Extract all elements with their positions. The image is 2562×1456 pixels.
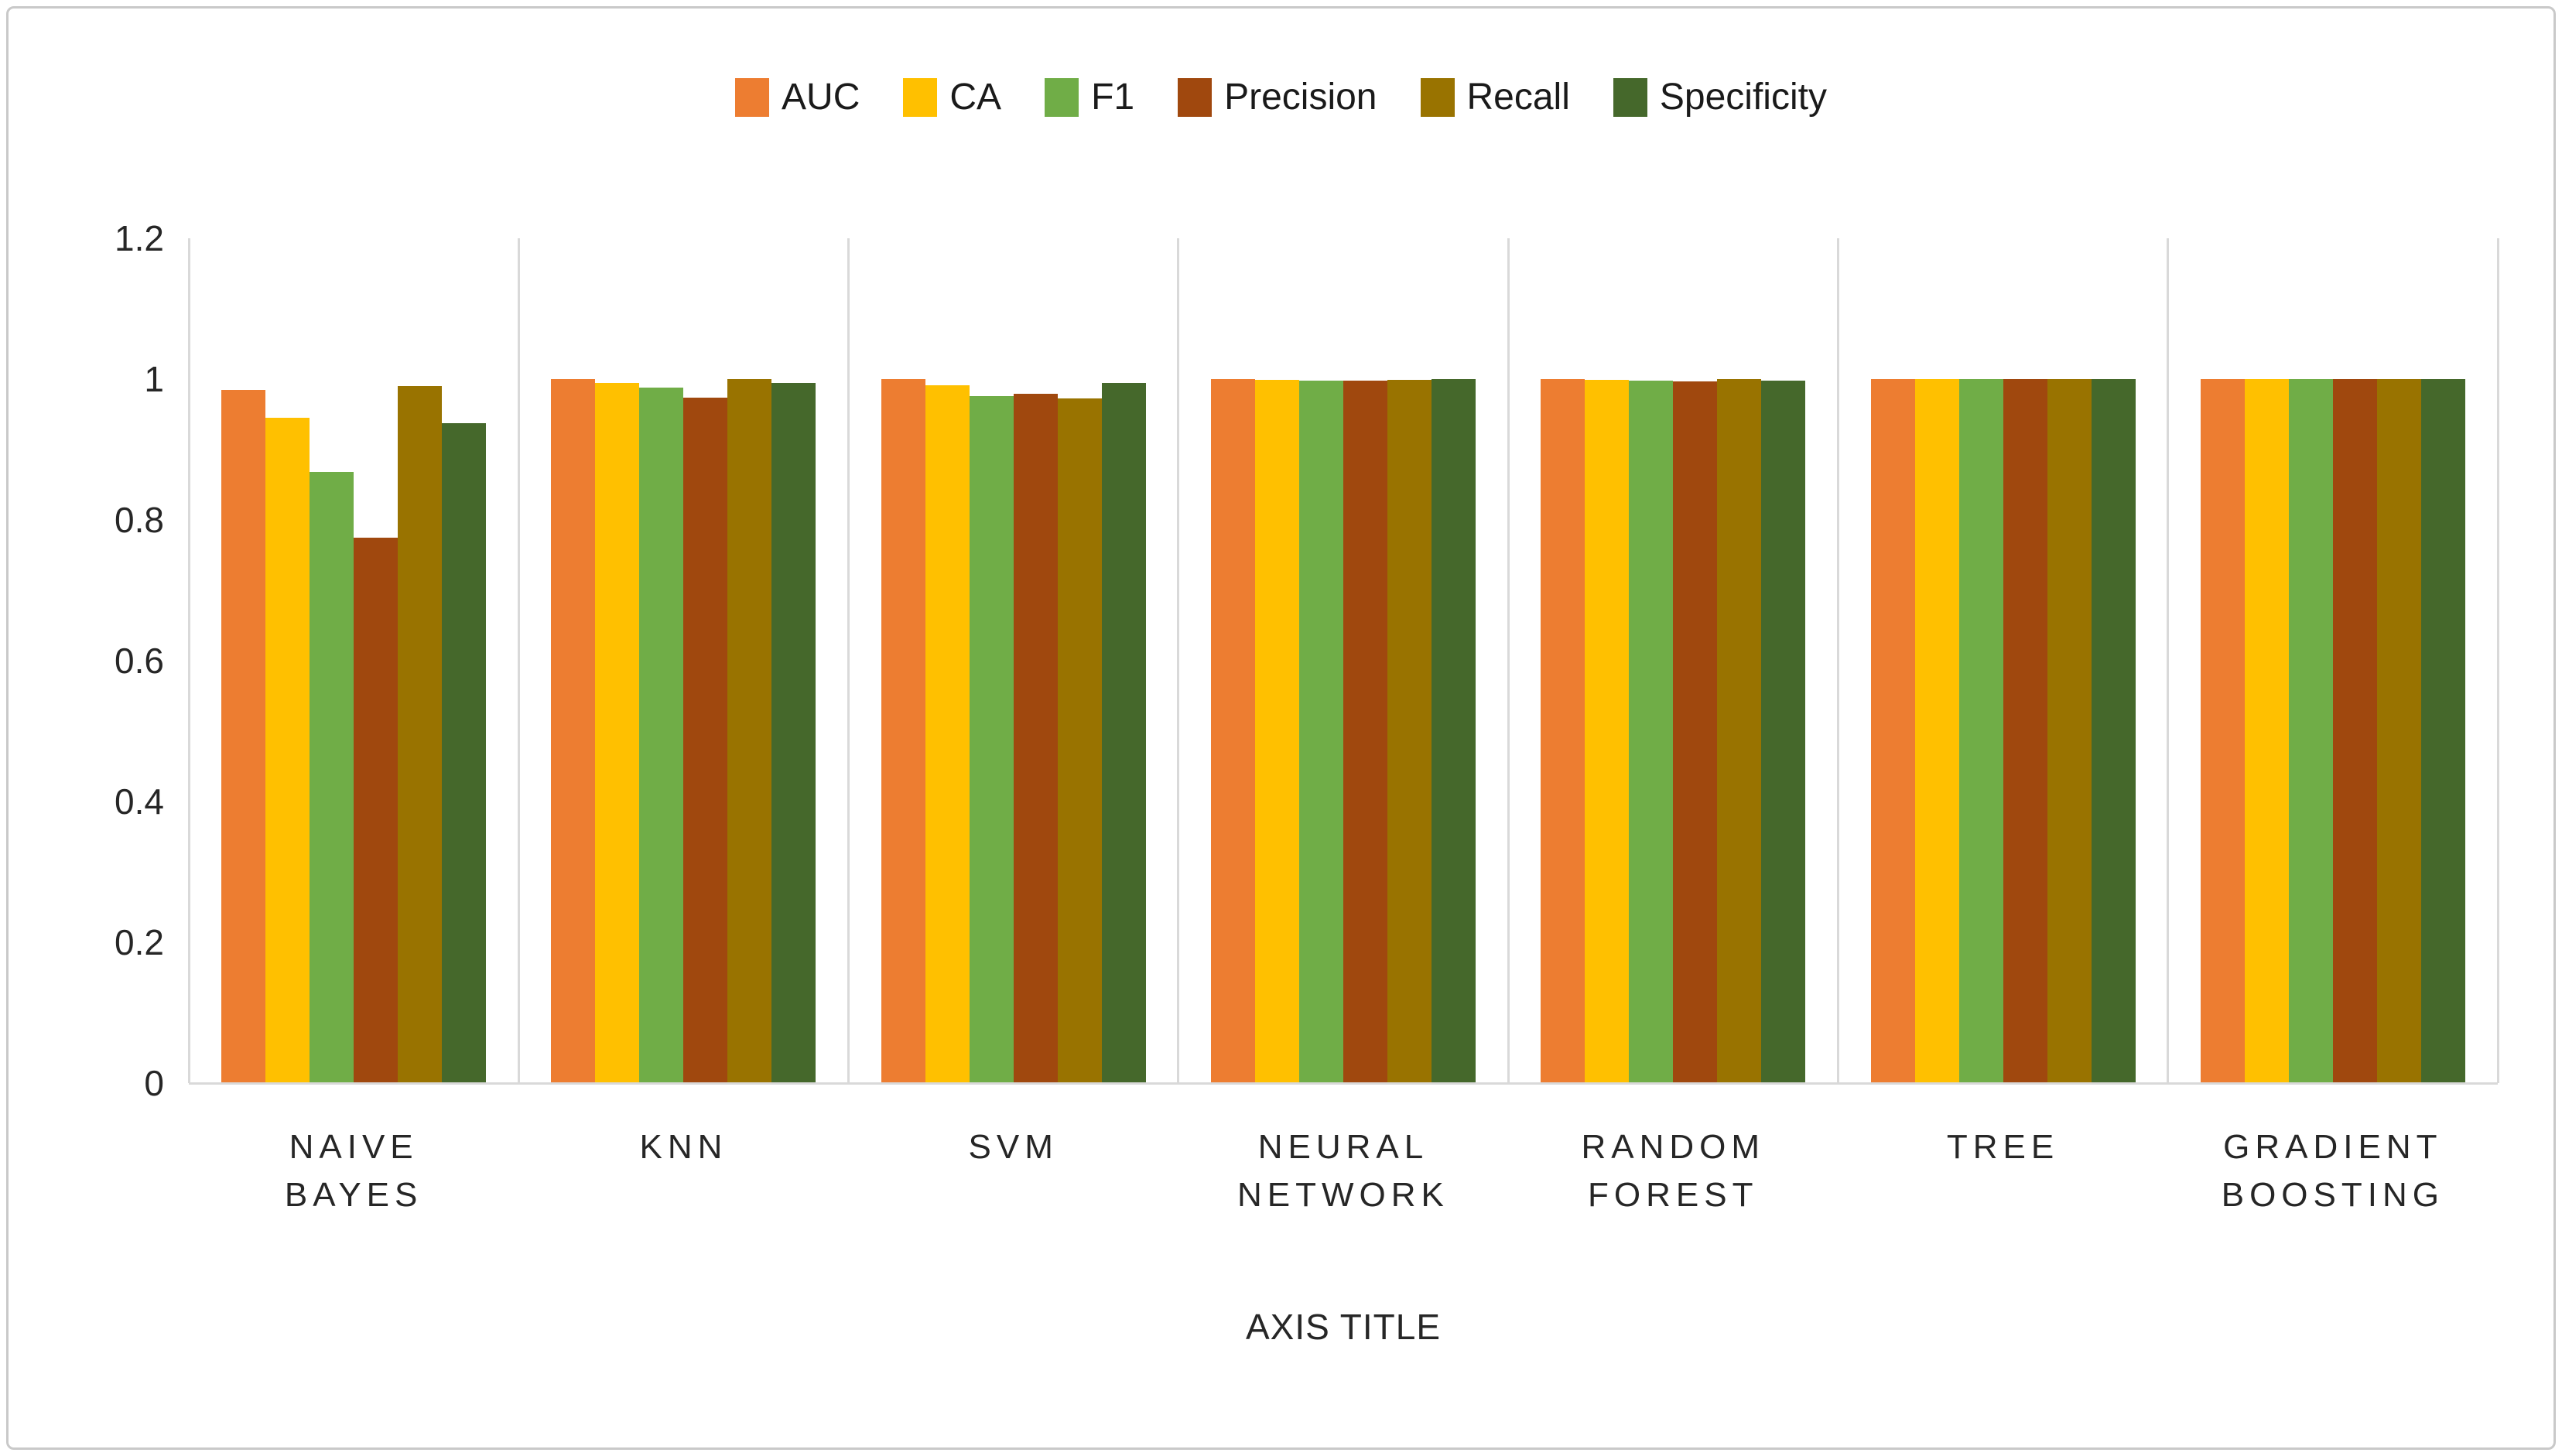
bar-f1-svm	[969, 395, 1014, 1082]
bar-ca-knn	[595, 382, 640, 1082]
bar-auc-gradient-boosting	[2200, 379, 2245, 1082]
legend-item-auc: AUC	[735, 76, 860, 118]
legend: AUC CA F1 Precision Recall Specificity	[0, 76, 2562, 118]
panel-separator-line	[847, 238, 850, 1083]
x-category-label-line: NETWORK	[1237, 1176, 1449, 1214]
x-category-label: NAIVE BAYES	[189, 1123, 518, 1219]
panel-separator-line	[2167, 238, 2170, 1083]
bar-specificity-knn	[771, 383, 816, 1082]
x-axis-title: AXIS TITLE	[1245, 1307, 1442, 1347]
x-axis-line	[189, 1082, 2498, 1085]
x-category-label: SVM	[849, 1123, 1178, 1171]
bar-ca-gradient-boosting	[2244, 379, 2289, 1082]
x-category-label: KNN	[518, 1123, 848, 1171]
panel-separator-line	[1177, 238, 1180, 1083]
bar-f1-gradient-boosting	[2288, 379, 2333, 1082]
bar-recall-naive-bayes	[398, 386, 443, 1082]
x-category-label: RANDOM FOREST	[1508, 1123, 1838, 1219]
bar-ca-svm	[925, 385, 970, 1082]
bar-ca-neural-network	[1255, 379, 1299, 1082]
x-category-label-line: FOREST	[1588, 1176, 1759, 1214]
y-axis-tick-label: 0	[144, 1063, 164, 1103]
x-category-label: TREE	[1838, 1123, 2167, 1171]
bar-precision-knn	[683, 397, 728, 1082]
legend-label: CA	[949, 77, 1002, 118]
y-axis-tick-label: 0.2	[115, 922, 164, 962]
x-category-label-line: NAIVE	[289, 1128, 419, 1166]
x-category-label-line: NEURAL	[1257, 1128, 1429, 1166]
legend-swatch-icon	[903, 77, 938, 117]
bar-recall-gradient-boosting	[2376, 379, 2421, 1082]
bar-recall-svm	[1057, 398, 1102, 1082]
bar-specificity-gradient-boosting	[2420, 379, 2465, 1082]
x-category-label-line: SVM	[968, 1128, 1059, 1166]
legend-item-recall: Recall	[1420, 76, 1570, 118]
y-axis-tick-label: 1.2	[115, 218, 164, 258]
bar-auc-tree	[1870, 379, 1915, 1082]
x-category-label-line: BOOSTING	[2221, 1176, 2444, 1214]
bar-auc-knn	[551, 379, 596, 1082]
x-category-label-line: RANDOM	[1581, 1128, 1766, 1166]
bar-f1-naive-bayes	[310, 472, 354, 1082]
bar-precision-gradient-boosting	[2332, 379, 2377, 1082]
bar-specificity-svm	[1101, 382, 1146, 1082]
legend-label: Specificity	[1659, 77, 1827, 118]
bar-recall-knn	[727, 379, 772, 1082]
x-category-label: GRADIENT BOOSTING	[2168, 1123, 2498, 1219]
legend-label: Precision	[1224, 77, 1377, 118]
x-category-label: NEURAL NETWORK	[1178, 1123, 1508, 1219]
x-category-label-line: BAYES	[284, 1176, 423, 1214]
bar-recall-tree	[2047, 379, 2092, 1082]
bar-f1-tree	[1958, 379, 2003, 1082]
y-axis-tick-label: 0.8	[115, 500, 164, 540]
legend-label: AUC	[782, 77, 860, 118]
bar-auc-svm	[881, 379, 925, 1082]
bar-precision-tree	[2003, 379, 2047, 1082]
bar-precision-neural-network	[1343, 380, 1387, 1082]
bar-f1-neural-network	[1299, 380, 1343, 1082]
legend-item-ca: CA	[903, 76, 1001, 118]
bar-ca-tree	[1914, 379, 1959, 1082]
legend-item-f1: F1	[1045, 76, 1134, 118]
legend-swatch-icon	[735, 77, 770, 117]
bar-specificity-random-forest	[1761, 380, 1806, 1082]
bar-auc-naive-bayes	[221, 389, 266, 1082]
y-axis-tick-label: 1	[144, 359, 164, 399]
bar-f1-knn	[639, 387, 684, 1082]
bar-specificity-tree	[2091, 379, 2136, 1082]
legend-swatch-icon	[1178, 77, 1213, 117]
bar-specificity-naive-bayes	[442, 423, 487, 1082]
panel-separator-line	[517, 238, 520, 1083]
y-axis-tick-label: 0.6	[115, 641, 164, 681]
legend-swatch-icon	[1045, 77, 1079, 117]
panel-separator-line	[187, 238, 190, 1083]
legend-swatch-icon	[1420, 77, 1455, 117]
legend-swatch-icon	[1613, 77, 1647, 117]
panel-separator-line	[1836, 238, 1839, 1083]
x-category-label-line: TREE	[1946, 1128, 2060, 1166]
bar-recall-neural-network	[1387, 379, 1432, 1082]
legend-label: F1	[1091, 77, 1135, 118]
bar-ca-naive-bayes	[265, 418, 310, 1082]
bar-f1-random-forest	[1629, 380, 1674, 1082]
bar-ca-random-forest	[1585, 379, 1630, 1082]
x-category-label-line: KNN	[639, 1128, 728, 1166]
x-category-label-line: GRADIENT	[2223, 1128, 2443, 1166]
chart-frame-border	[6, 6, 2556, 1450]
legend-label: Recall	[1466, 77, 1570, 118]
bar-recall-random-forest	[1717, 379, 1762, 1082]
bar-auc-random-forest	[1541, 379, 1585, 1082]
bar-precision-svm	[1013, 394, 1058, 1082]
legend-item-precision: Precision	[1178, 76, 1377, 118]
legend-item-specificity: Specificity	[1613, 76, 1827, 118]
panel-separator-line	[2496, 238, 2499, 1083]
bar-precision-random-forest	[1673, 381, 1718, 1082]
panel-separator-line	[1507, 238, 1510, 1083]
bar-specificity-neural-network	[1432, 379, 1476, 1082]
bar-precision-naive-bayes	[354, 537, 398, 1082]
y-axis-tick-label: 0.4	[115, 781, 164, 822]
bar-auc-neural-network	[1211, 379, 1255, 1082]
